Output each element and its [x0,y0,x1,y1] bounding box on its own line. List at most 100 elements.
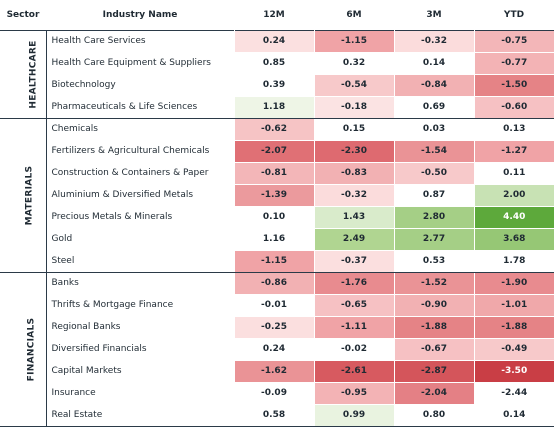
value-cell: -1.88 [473,316,554,339]
header-6m: 6M [346,9,362,20]
value-cell: -0.18 [313,96,394,119]
value-cell: 0.85 [233,52,314,75]
value-cell: -0.90 [393,294,474,317]
value-cell: -1.50 [473,74,554,97]
value-cell: -2.30 [313,140,394,163]
value-cell: -0.32 [313,184,394,207]
industry-name: Health Care Equipment & Suppliers [45,52,234,75]
value-cell: -0.95 [313,382,394,405]
value-cell: 2.49 [313,228,394,251]
header-industry: Industry Name [102,9,178,20]
sector-cell: FINANCIALS [0,272,46,427]
industry-name: Construction & Containers & Paper [45,162,234,185]
industry-name: Diversified Financials [45,338,234,361]
value-cell: 0.15 [313,118,394,141]
table-row: Real Estate 0.58 0.99 0.80 0.14 [0,404,554,427]
value-cell: -0.81 [233,162,314,185]
table-row: Steel -1.15 -0.37 0.53 1.78 [0,250,554,273]
value-cell: 0.13 [473,118,554,141]
value-cell: -2.07 [233,140,314,163]
table-row: Fertilizers & Agricultural Chemicals -2.0… [0,140,554,163]
table-row: Diversified Financials 0.24 -0.02 -0.67 -0.4… [0,338,554,361]
value-cell: -0.54 [313,74,394,97]
sector-label: MATERIALS [24,165,35,226]
value-cell: 0.32 [313,52,394,75]
sector-label: HEALTHCARE [28,40,39,109]
industry-name: Real Estate [45,404,234,427]
table-row: Insurance -0.09 -0.95 -2.04 -2.44 [0,382,554,405]
value-cell: 4.40 [473,206,554,229]
industry-name: Steel [45,250,234,273]
industry-name: Biotechnology [45,74,234,97]
header-3m: 3M [426,9,442,20]
value-cell: -2.44 [473,382,554,405]
table-row: Gold 1.16 2.49 2.77 3.68 [0,228,554,251]
table-row: HEALTHCARE Health Care Services 0.24 -1.15-… [0,30,554,119]
industry-name: Fertilizers & Agricultural Chemicals [45,140,234,163]
value-cell: -0.84 [393,74,474,97]
value-cell: 0.99 [313,404,394,427]
table-row: Aluminium & Diversified Metals -1.39 -0.32… [0,184,554,207]
table-row: FINANCIALS Banks -0.86 -1.76 -1.52 -1.90 [0,272,554,427]
industry-name: Precious Metals & Minerals [45,206,234,229]
value-cell: -1.62 [233,360,314,383]
value-cell: -0.65 [313,294,394,317]
industry-name: Health Care Services [45,30,234,53]
sector-cell: HEALTHCARE [0,30,46,119]
value-cell: -1.52 [393,272,474,295]
industry-name: Pharmaceuticals & Life Sciences [45,96,234,119]
value-cell: -0.01 [233,294,314,317]
value-cell: -3.50 [473,360,554,383]
table-row: Thrifts & Mortgage Finance -0.01 -0.65 -0.9… [0,294,554,317]
value-cell: -0.62 [233,118,314,141]
value-cell: 0.24 [233,30,314,53]
value-cell: 0.24 [233,338,314,361]
table-row: Construction & Containers & Paper -0.81 -0… [0,162,554,185]
value-cell: -1.01 [473,294,554,317]
table-row: Precious Metals & Minerals 0.10 1.43 2.80 4.… [0,206,554,229]
industry-name: Gold [45,228,234,251]
value-cell: -0.60 [473,96,554,119]
industry-name: Capital Markets [45,360,234,383]
value-cell: 0.14 [473,404,554,427]
value-cell: 3.68 [473,228,554,251]
value-cell: -2.61 [313,360,394,383]
value-cell: 0.10 [233,206,314,229]
value-cell: -0.83 [313,162,394,185]
header-row: Sector Industry Name 12M 6M 3M YTD [0,0,554,31]
industry-name: Aluminium & Diversified Metals [45,184,234,207]
value-cell: 2.77 [393,228,474,251]
value-cell: 2.00 [473,184,554,207]
value-cell: 1.78 [473,250,554,273]
table-row: Capital Markets -1.62 -2.61 -2.87 -3.50 [0,360,554,383]
value-cell: -0.77 [473,52,554,75]
value-cell: 1.43 [313,206,394,229]
value-cell: 1.16 [233,228,314,251]
value-cell: -0.32 [393,30,474,53]
value-cell: -0.67 [393,338,474,361]
value-cell: -1.39 [233,184,314,207]
value-cell: -0.25 [233,316,314,339]
table-row: Regional Banks -0.25 -1.11 -1.88 -1.88 [0,316,554,339]
value-cell: -0.09 [233,382,314,405]
header-ytd: YTD [503,9,525,20]
table-row: Biotechnology 0.39 -0.54 -0.84 -1.50 [0,74,554,97]
sector-label: FINANCIALS [26,317,37,382]
value-cell: 0.53 [393,250,474,273]
value-cell: -1.88 [393,316,474,339]
value-cell: -0.02 [313,338,394,361]
value-cell: -1.27 [473,140,554,163]
value-cell: 0.11 [473,162,554,185]
value-cell: 0.39 [233,74,314,97]
industry-name: Thrifts & Mortgage Finance [45,294,234,317]
header-12m: 12M [263,9,285,20]
value-cell: -1.76 [313,272,394,295]
industry-name: Chemicals [45,118,234,141]
value-cell: 0.69 [393,96,474,119]
value-cell: -1.90 [473,272,554,295]
value-cell: 0.80 [393,404,474,427]
value-cell: -1.15 [313,30,394,53]
header-sector: Sector [6,9,40,20]
value-cell: -0.49 [473,338,554,361]
